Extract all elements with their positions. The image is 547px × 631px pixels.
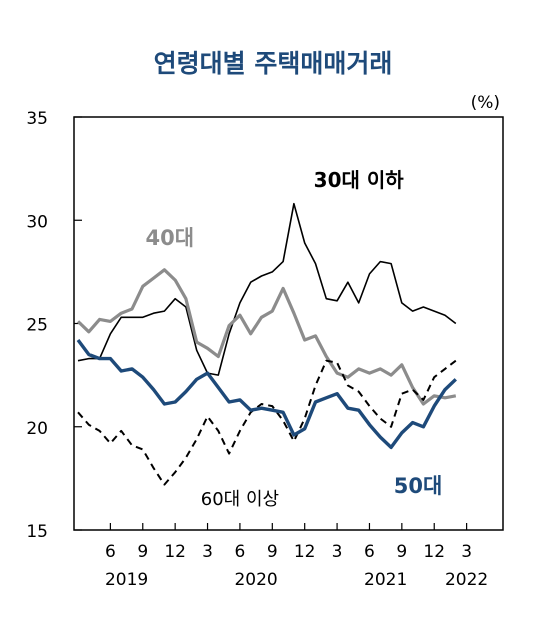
y-tick-label: 15 [26, 522, 48, 542]
chart-title: 연령대별 주택매매거래 [154, 49, 393, 78]
x-tick-label: 12 [294, 542, 316, 562]
y-tick-label: 30 [26, 212, 48, 232]
x-tick-label: 6 [235, 542, 246, 562]
plot-area-frame [73, 116, 504, 531]
x-tick-label: 12 [164, 542, 186, 562]
series-line-1 [77, 202, 457, 376]
unit-label: (%) [471, 93, 500, 113]
x-tick-label: 6 [105, 542, 116, 562]
year-label: 2019 [105, 570, 148, 590]
series-line-3 [76, 338, 457, 450]
series-label-4: 60대 이상 [201, 489, 279, 510]
y-tick-label: 20 [26, 419, 48, 439]
x-tick-label: 12 [423, 542, 445, 562]
x-tick-label: 3 [461, 542, 472, 562]
series-line-2 [76, 268, 457, 406]
series-label-1: 30대 이하 [314, 168, 405, 192]
year-label: 2021 [364, 570, 407, 590]
x-tick-label: 9 [267, 542, 278, 562]
y-axis: 15 20 25 30 35 [26, 109, 82, 542]
series-line-4 [77, 359, 457, 486]
year-label: 2020 [234, 570, 277, 590]
series-labels: 30대 이하 40대 50대 60대 이상 [145, 168, 442, 510]
series-label-2: 40대 [145, 226, 194, 250]
y-tick-label: 35 [26, 109, 48, 129]
series-layer [76, 202, 457, 486]
x-tick-label: 6 [364, 542, 375, 562]
x-tick-label: 3 [332, 542, 343, 562]
x-tick-label: 9 [396, 542, 407, 562]
x-axis: 6 9 12 3 6 9 12 3 6 9 12 3 2019 2020 2021 2022 [105, 523, 488, 590]
y-tick-label: 25 [26, 316, 48, 336]
year-label: 2022 [445, 570, 488, 590]
x-tick-label: 3 [202, 542, 213, 562]
x-tick-label: 9 [137, 542, 148, 562]
series-label-3: 50대 [394, 474, 443, 498]
